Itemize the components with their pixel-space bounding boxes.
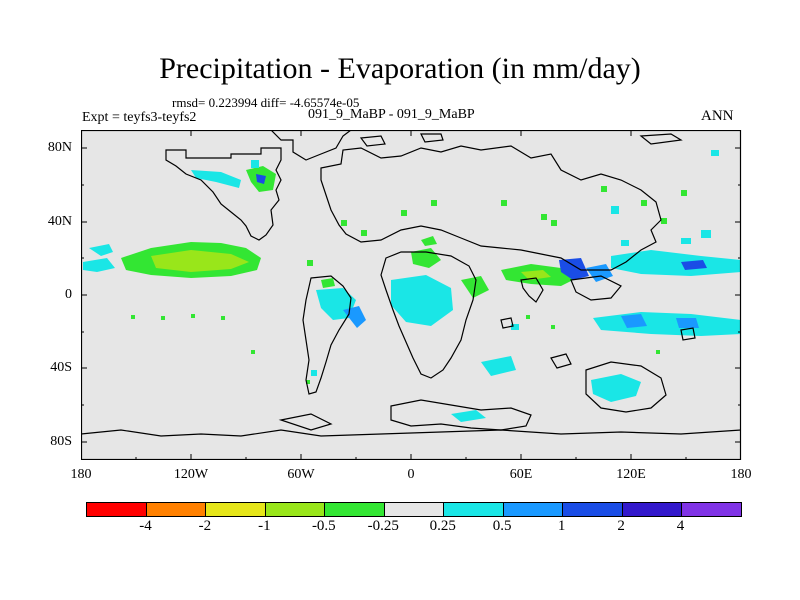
coast-eurasia	[320, 145, 662, 271]
axis-ticks	[81, 130, 741, 460]
lat-label-0: 0	[65, 287, 72, 302]
coast-india	[520, 277, 544, 303]
coast-antarctic-island	[278, 413, 333, 431]
lon-label-180e: 180	[730, 467, 752, 482]
lon-label-60w: 60W	[287, 467, 315, 482]
lon-label-120e: 120E	[616, 467, 646, 482]
field-s-atl-green	[321, 278, 335, 288]
coast-south-lands	[390, 399, 532, 431]
coast-arctic-islands	[359, 133, 683, 147]
field-west-pacific-cyan	[89, 244, 113, 256]
colorbar-segment	[146, 503, 207, 516]
colorbar-label: -0.25	[367, 518, 399, 534]
field-africa-cyan	[391, 275, 453, 326]
field-australia-cyan	[591, 374, 641, 402]
field-asia-lightblue	[586, 264, 613, 282]
colorbar	[86, 502, 742, 517]
field-west-pacific-cyan2	[83, 258, 115, 272]
colorbar-segment	[206, 503, 266, 516]
coast-small-islands	[500, 317, 696, 369]
data-field	[83, 150, 741, 422]
colorbar-segment	[563, 503, 623, 516]
coast-africa	[380, 251, 477, 379]
field-asia-blue	[559, 258, 589, 280]
coast-north-america	[165, 147, 282, 241]
colorbar-segment	[503, 503, 564, 516]
colorbar-label: 2	[617, 518, 625, 534]
field-s-pacific-blue2	[676, 318, 699, 328]
field-asia-cyan	[611, 250, 741, 276]
coastlines	[81, 130, 742, 437]
colorbar-label: 4	[676, 518, 685, 534]
field-nw-cyan	[191, 170, 241, 188]
colorbar-segment	[87, 503, 147, 516]
colorbar-segment	[622, 503, 683, 516]
lon-label-180w: 180	[70, 467, 92, 482]
colorbar-label: 0.5	[492, 518, 512, 534]
case-label: 091_9_MaBP - 091_9_MaBP	[308, 107, 475, 122]
coast-antarctica	[81, 429, 742, 437]
coast-se-asia	[570, 275, 622, 301]
field-nw-blue	[256, 174, 266, 184]
map-plot	[81, 130, 742, 460]
colorbar-label: 0.25	[429, 518, 456, 534]
stats-text: rmsd= 0.223994 diff= -4.65574e-05	[172, 95, 360, 110]
field-s-pacific-blue	[621, 314, 647, 328]
field-africa-green3	[421, 236, 437, 246]
colorbar-label: 1	[557, 518, 566, 534]
colorbar-label: -0.5	[311, 518, 336, 534]
colorbar-label: -1	[258, 518, 271, 534]
period-label: ANN	[701, 108, 734, 124]
lon-label-0: 0	[407, 467, 415, 482]
field-india-lightgreen	[521, 270, 551, 280]
field-asia-blue2	[681, 260, 707, 270]
lat-label-40s: 40S	[50, 360, 72, 375]
coast-australia	[585, 361, 667, 413]
colorbar-segment	[444, 503, 504, 516]
colorbar-label: -2	[198, 518, 212, 534]
colorbar-label: -4	[139, 518, 152, 534]
field-s-ocean-cyan	[451, 410, 486, 422]
field-s-africa-cyan	[481, 356, 516, 376]
colorbar-segment	[682, 503, 742, 516]
plot-title: Precipitation - Evaporation (in mm/day)	[159, 52, 641, 85]
coast-arctic	[270, 130, 352, 161]
colorbar-segment	[325, 503, 385, 516]
lat-label-80s: 80S	[50, 434, 72, 449]
lat-label-40n: 40N	[47, 214, 72, 229]
colorbar-segment	[384, 503, 445, 516]
colorbar-segment	[265, 503, 326, 516]
coast-south-america	[302, 275, 352, 395]
lat-label-80n: 80N	[47, 140, 72, 155]
lon-label-120w: 120W	[173, 467, 209, 482]
field-pacific-lightgreen	[151, 250, 249, 272]
experiment-label: Expt = teyfs3-teyfs2	[82, 110, 197, 125]
lon-label-60e: 60E	[509, 467, 533, 482]
